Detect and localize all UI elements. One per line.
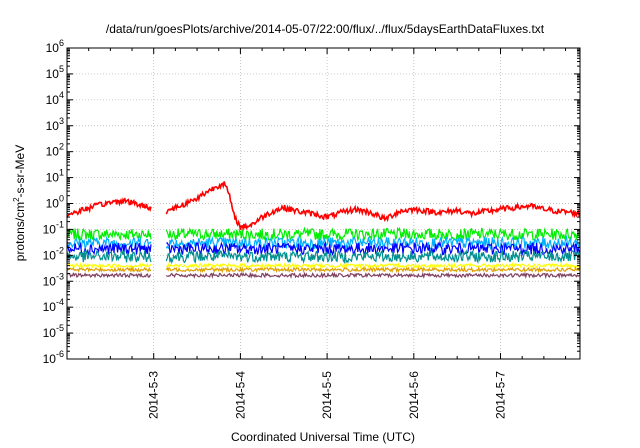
data-series bbox=[66, 181, 581, 280]
flux-series-line bbox=[66, 265, 152, 273]
y-tick-exponent: 2 bbox=[59, 142, 64, 152]
grid-lines bbox=[67, 48, 580, 359]
y-tick-label: 10-2 bbox=[43, 245, 64, 262]
y-tick-base: 10 bbox=[43, 352, 57, 366]
y-tick-label: 103 bbox=[46, 116, 64, 133]
y-tick-exponent: 5 bbox=[59, 64, 64, 74]
x-tick-labels: 2014-5-3 2014-5-4 2014-5-5 2014-5-6 2014-5-7 bbox=[147, 371, 508, 419]
axis-ticks bbox=[67, 47, 580, 360]
y-tick-base: 10 bbox=[46, 67, 60, 81]
y-axis-label: protons/cm2-s-sr-MeV bbox=[12, 145, 27, 261]
y-tick-base: 10 bbox=[43, 274, 57, 288]
flux-series-line bbox=[165, 265, 581, 274]
y-tick-base: 10 bbox=[43, 248, 57, 262]
y-tick-label: 102 bbox=[46, 142, 64, 159]
flux-series-line bbox=[166, 262, 581, 270]
chart-title: /data/run/goesPlots/archive/2014-05-07/2… bbox=[106, 22, 545, 36]
x-tick-label: 2014-5-7 bbox=[494, 371, 508, 419]
flux-series-line bbox=[66, 261, 152, 269]
y-tick-base: 10 bbox=[46, 119, 60, 133]
y-tick-label: 10-4 bbox=[43, 297, 64, 314]
y-tick-label: 104 bbox=[46, 90, 64, 107]
flux-series-line bbox=[165, 235, 581, 252]
y-tick-label: 10-5 bbox=[43, 323, 64, 340]
flux-series-line bbox=[66, 271, 152, 279]
y-axis-label-rest: -s-sr-MeV bbox=[13, 145, 27, 198]
y-tick-label: 101 bbox=[46, 168, 64, 185]
x-tick-label: 2014-5-4 bbox=[233, 371, 247, 419]
y-tick-exponent: -4 bbox=[56, 297, 64, 307]
x-axis-label: Coordinated Universal Time (UTC) bbox=[231, 430, 415, 444]
x-tick-label: 2014-5-3 bbox=[147, 371, 161, 419]
y-tick-exponent: -1 bbox=[56, 219, 64, 229]
x-tick-label: 2014-5-5 bbox=[320, 371, 334, 419]
y-tick-base: 10 bbox=[46, 145, 60, 159]
y-tick-label: 10-3 bbox=[43, 271, 64, 288]
y-tick-label: 105 bbox=[46, 64, 64, 81]
flux-series-line-red bbox=[66, 197, 152, 218]
y-tick-exponent: -5 bbox=[56, 323, 64, 333]
y-tick-labels: 10-610-510-410-310-210-11001011021031041… bbox=[43, 38, 64, 366]
y-tick-base: 10 bbox=[46, 171, 60, 185]
y-tick-label: 10-1 bbox=[43, 219, 64, 236]
flux-series-line-red bbox=[165, 181, 581, 232]
y-tick-base: 10 bbox=[46, 41, 60, 55]
y-tick-exponent: -3 bbox=[56, 271, 64, 281]
y-tick-base: 10 bbox=[43, 326, 57, 340]
y-axis-label-sup: 2 bbox=[12, 197, 21, 202]
y-tick-exponent: -6 bbox=[56, 349, 64, 359]
y-tick-exponent: 3 bbox=[59, 116, 64, 126]
flux-series-line bbox=[66, 227, 152, 242]
y-axis-label-base: protons/cm bbox=[13, 202, 27, 261]
y-tick-base: 10 bbox=[43, 222, 57, 236]
y-tick-exponent: 1 bbox=[59, 168, 64, 178]
y-tick-label: 10-6 bbox=[43, 349, 64, 366]
y-tick-base: 10 bbox=[46, 93, 60, 107]
y-tick-exponent: 6 bbox=[59, 38, 64, 48]
x-tick-label: 2014-5-6 bbox=[407, 371, 421, 419]
flux-series-line bbox=[165, 226, 581, 243]
flux-series-line bbox=[165, 271, 581, 280]
y-tick-label: 106 bbox=[46, 38, 64, 55]
flux-series-line bbox=[66, 242, 152, 257]
y-tick-exponent: 0 bbox=[59, 194, 64, 204]
flux-series-line bbox=[166, 241, 581, 257]
flux-series-line bbox=[165, 249, 581, 265]
y-tick-exponent: 4 bbox=[59, 90, 64, 100]
flux-series-line bbox=[66, 248, 152, 263]
y-tick-base: 10 bbox=[43, 300, 57, 314]
y-tick-exponent: -2 bbox=[56, 245, 64, 255]
y-tick-label: 100 bbox=[46, 194, 64, 211]
y-tick-base: 10 bbox=[46, 197, 60, 211]
